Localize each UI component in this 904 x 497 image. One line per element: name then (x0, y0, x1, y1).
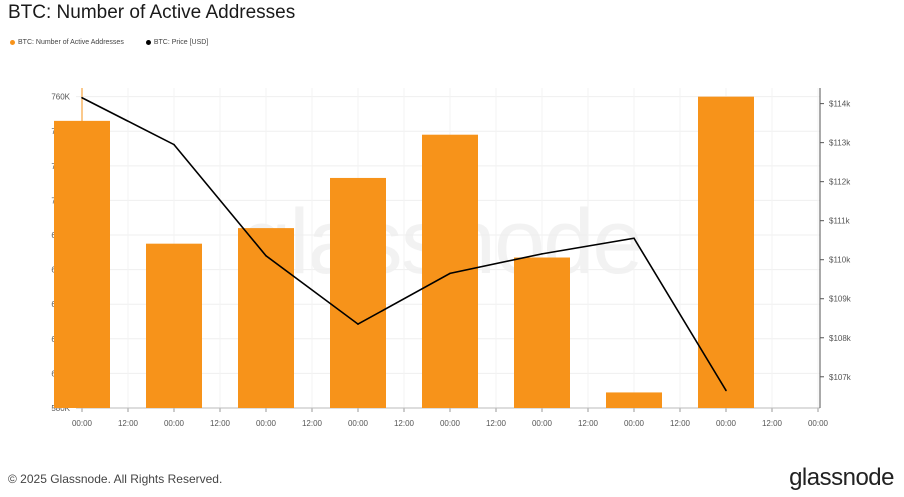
x-tick-label: 00:00 (532, 419, 553, 428)
y-left-tick-label: 760K (51, 93, 70, 102)
legend-label: BTC: Price [USD] (153, 39, 209, 46)
x-tick-label: 00:00 (72, 419, 93, 428)
x-tick-label: 00:00 (348, 419, 369, 428)
x-tick-label: 12:00 (210, 419, 231, 428)
x-tick-label: 12:00 (486, 419, 507, 428)
y-right-tick-label: $110k (829, 256, 851, 265)
price-point (541, 253, 543, 255)
y-right-tick-label: $113k (829, 139, 851, 148)
legend-item-active-addresses[interactable]: BTC: Number of Active Addresses (10, 39, 124, 46)
price-point (725, 389, 727, 392)
bar-active-addresses (238, 228, 294, 408)
legend-dot-black-icon (145, 40, 151, 45)
y-right-tick-label: $114k (829, 100, 851, 109)
y-right-tick-label: $109k (829, 295, 852, 304)
x-tick-label: 00:00 (716, 419, 737, 428)
price-point (449, 272, 451, 275)
x-tick-label: 12:00 (118, 419, 139, 428)
x-tick-label: 12:00 (762, 419, 783, 428)
legend-item-price[interactable]: BTC: Price [USD] (145, 39, 209, 46)
bar-active-addresses (606, 392, 662, 408)
price-point (357, 323, 359, 325)
y-right-tick-label: $112k (829, 178, 851, 187)
x-tick-label: 00:00 (624, 419, 645, 428)
legend: BTC: Number of Active Addresses BTC: Pri… (10, 39, 208, 46)
bar-active-addresses (146, 243, 202, 408)
price-line (81, 97, 727, 391)
legend-label: BTC: Number of Active Addresses (18, 39, 124, 46)
bar-active-addresses (422, 134, 478, 408)
bar-active-addresses (330, 177, 386, 408)
x-tick-label: 12:00 (394, 419, 415, 428)
x-tick-label: 00:00 (440, 419, 461, 428)
bar-active-addresses (514, 257, 570, 408)
x-tick-label: 12:00 (670, 419, 691, 428)
y-right-tick-label: $107k (829, 373, 852, 382)
x-tick-label: 00:00 (808, 419, 829, 428)
y-right-tick-label: $108k (829, 334, 852, 343)
price-point (633, 237, 635, 240)
x-tick-label: 00:00 (164, 419, 185, 428)
bar-active-addresses (698, 96, 754, 408)
legend-dot-orange-icon (10, 40, 15, 45)
chart-title: BTC: Number of Active Addresses (8, 2, 296, 23)
brand-logo: glassnode (789, 464, 894, 491)
copyright-text: © 2025 Glassnode. All Rights Reserved. (8, 472, 223, 486)
bar-active-addresses (54, 120, 110, 408)
price-point (265, 255, 267, 257)
x-tick-label: 12:00 (302, 419, 323, 428)
y-left-tick-label: 580K (51, 404, 70, 413)
y-right-tick-label: $111k (829, 217, 851, 226)
x-tick-label: 12:00 (578, 419, 599, 428)
price-point (81, 96, 83, 99)
price-point (173, 143, 175, 146)
x-tick-label: 00:00 (256, 419, 277, 428)
